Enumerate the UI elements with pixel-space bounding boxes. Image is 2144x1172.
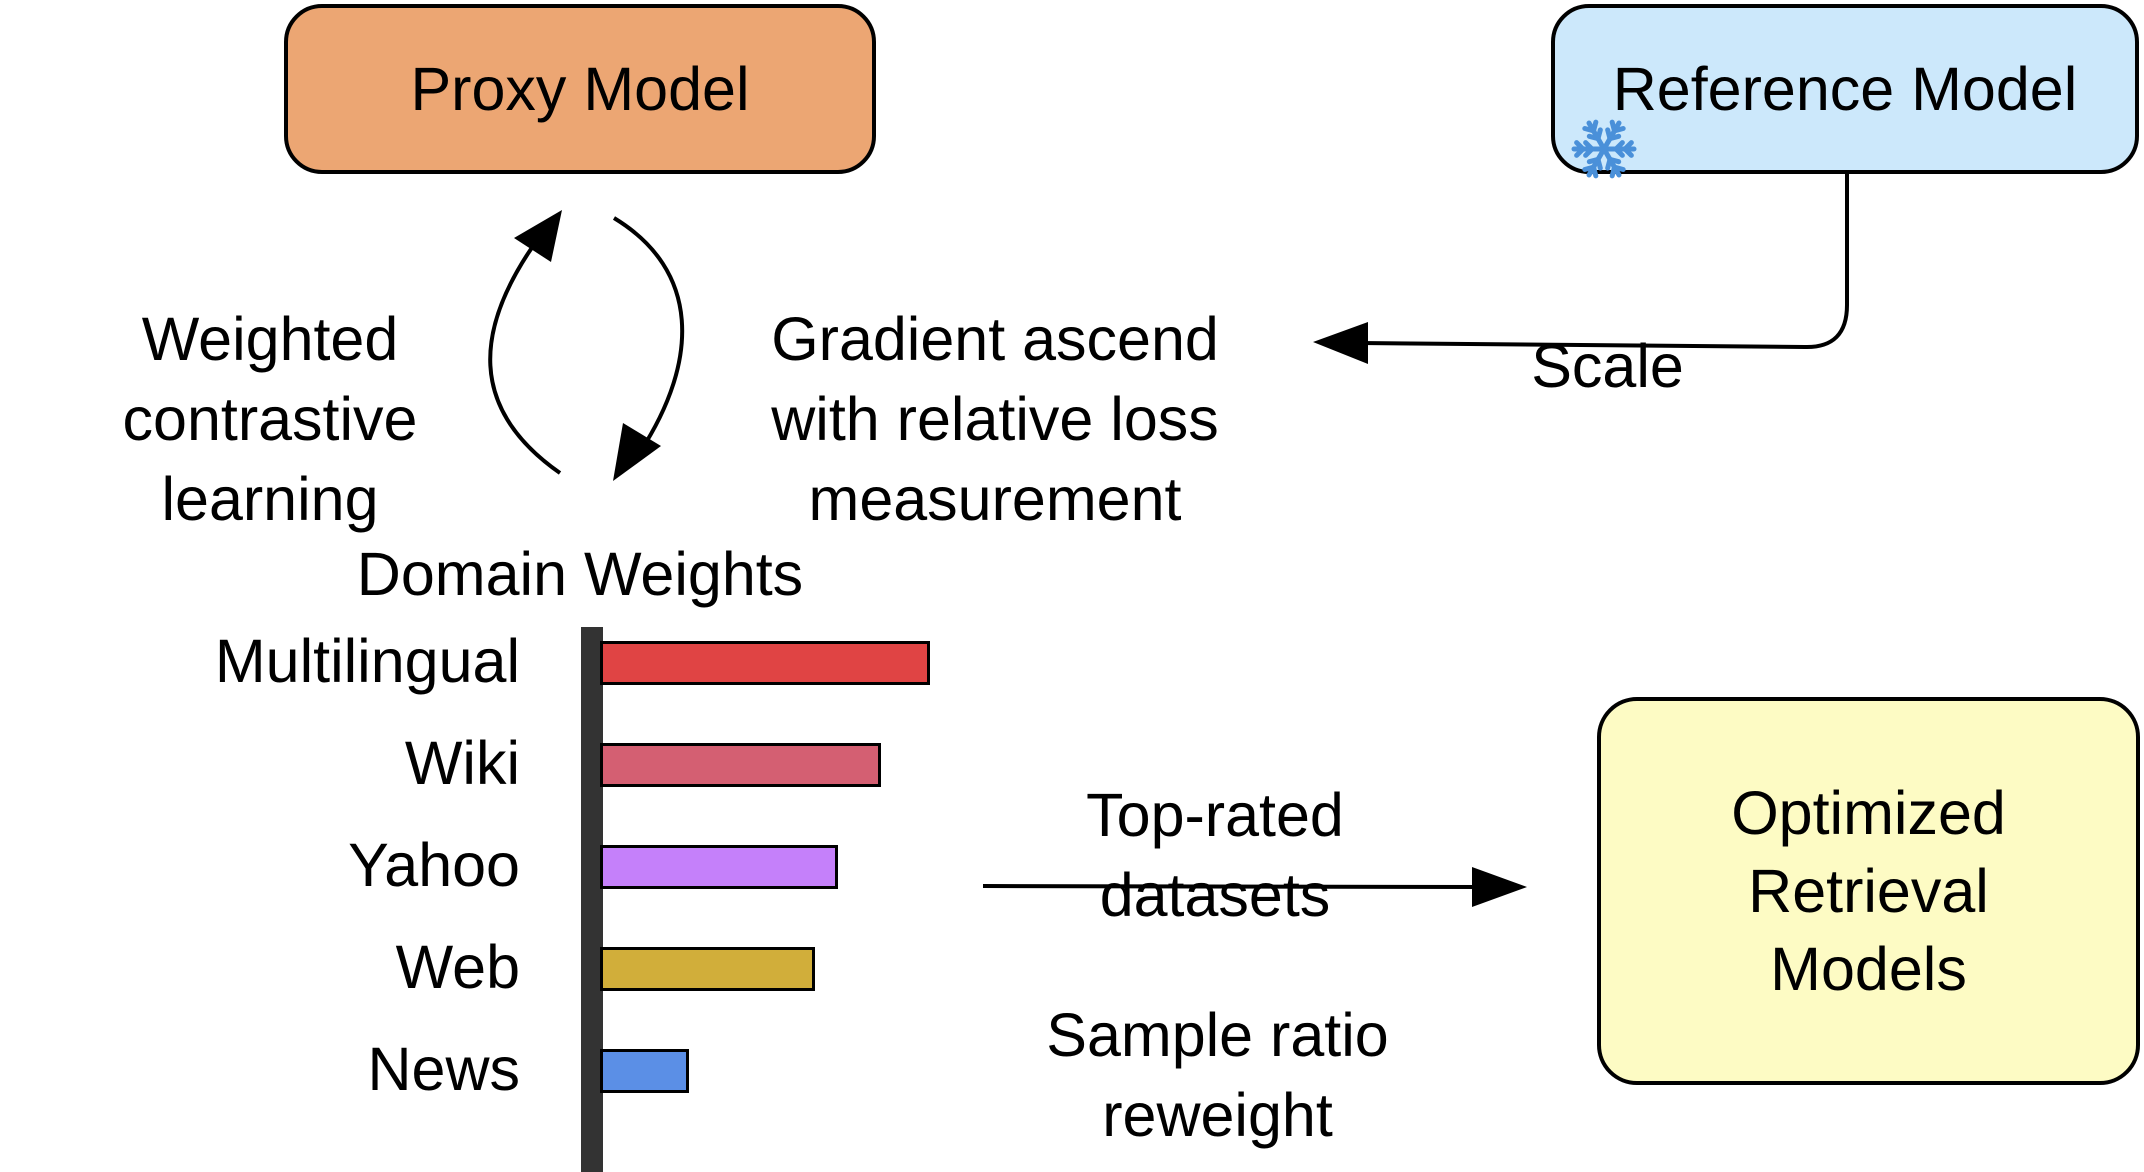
scale-arrowhead — [1313, 322, 1368, 364]
output-arrowhead — [1472, 867, 1527, 907]
domain-bar-yahoo — [600, 845, 838, 889]
scale-label: Scale — [1531, 331, 1684, 400]
domain-label-yahoo: Yahoo — [348, 831, 520, 899]
domain-label-news: News — [367, 1035, 520, 1103]
domain-bar-news — [600, 1049, 689, 1093]
optimized-models-label: Optimized Retrieval Models — [1731, 778, 2006, 1004]
domain-bar-multilingual — [600, 641, 930, 685]
reference-model-box: Reference Model — [1551, 4, 2139, 179]
domain-axis — [581, 627, 603, 1172]
proxy-model-label: Proxy Model — [410, 54, 750, 123]
snowflake-icon — [1571, 119, 1637, 179]
curved-arrow-down — [612, 216, 685, 454]
proxy-model-box: Proxy Model — [284, 4, 876, 174]
weighted-cl-label: Weighted contrastive learning — [122, 304, 418, 533]
output-arrow-line — [982, 884, 1481, 889]
domain-bar-wiki — [600, 743, 881, 787]
arrowhead-down — [613, 423, 661, 481]
scale-connector — [1359, 174, 1849, 350]
domain-label-wiki: Wiki — [404, 729, 520, 797]
curved-arrow-up — [488, 230, 562, 475]
domain-label-web: Web — [395, 933, 520, 1001]
optimized-models-box: Optimized Retrieval Models — [1597, 697, 2140, 1085]
sample-ratio-label: Sample ratio reweight — [1046, 1000, 1389, 1149]
gradient-ascend-label: Gradient ascend with relative loss measu… — [771, 304, 1219, 533]
domain-weights-title: Domain Weights — [356, 540, 804, 608]
domain-bar-web — [600, 947, 815, 991]
domain-label-multilingual: Multilingual — [214, 627, 520, 695]
arrowhead-up — [514, 210, 562, 262]
reference-model-label: Reference Model — [1612, 54, 2078, 123]
top-rated-label: Top-rated datasets — [1086, 780, 1344, 929]
